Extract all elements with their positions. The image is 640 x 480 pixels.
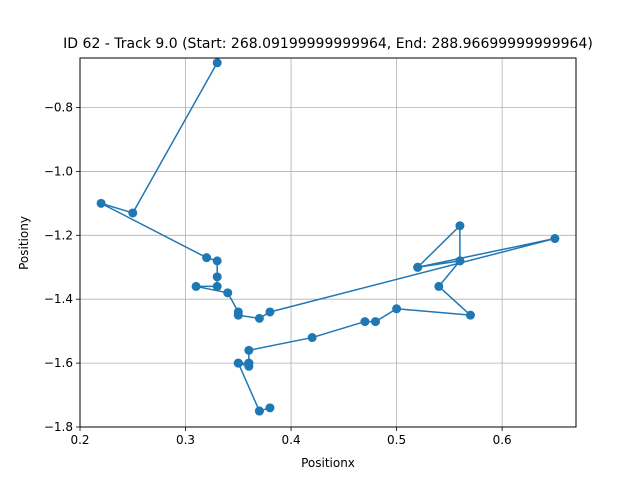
data-point [233, 358, 243, 368]
data-point [128, 208, 138, 218]
data-point [265, 307, 275, 317]
data-point [212, 256, 222, 266]
data-point [212, 272, 222, 282]
data-point [254, 313, 264, 323]
y-tick-label: −1.0 [44, 164, 73, 178]
data-point [465, 310, 475, 320]
x-tick-label: 0.2 [70, 433, 89, 447]
x-tick-label: 0.4 [282, 433, 301, 447]
y-tick-label: −0.8 [44, 101, 73, 115]
data-point [212, 281, 222, 291]
y-axis-label: Positiony [17, 216, 31, 270]
y-tick-label: −1.2 [44, 228, 73, 242]
series-group [96, 58, 560, 416]
data-point [392, 304, 402, 314]
grid-lines [79, 58, 576, 428]
data-point [96, 198, 106, 208]
data-point [202, 253, 212, 263]
data-point [550, 234, 560, 244]
data-point [254, 406, 264, 416]
data-point [455, 221, 465, 231]
chart-title: ID 62 - Track 9.0 (Start: 268.0919999999… [63, 36, 593, 52]
series-line [100, 62, 556, 412]
x-tick-label: 0.3 [176, 433, 195, 447]
data-point [455, 256, 465, 266]
x-tick-label: 0.5 [387, 433, 406, 447]
x-axis-ticks: 0.2 0.3 0.4 0.5 0.6 [70, 427, 512, 447]
plot-frame [79, 57, 577, 428]
data-point [265, 403, 275, 413]
data-point [307, 333, 317, 343]
y-tick-label: −1.6 [44, 356, 73, 370]
x-tick-label: 0.6 [493, 433, 512, 447]
y-axis-ticks: −1.8 −1.6 −1.4 −1.2 −1.0 −0.8 [44, 101, 80, 434]
data-point [413, 262, 423, 272]
data-point [223, 288, 233, 298]
data-point [212, 58, 222, 68]
y-tick-label: −1.4 [44, 292, 73, 306]
y-tick-label: −1.8 [44, 420, 73, 434]
data-point [191, 281, 201, 291]
data-point [360, 317, 370, 327]
data-point [434, 281, 444, 291]
data-point [244, 358, 254, 368]
data-point [244, 345, 254, 355]
x-axis-label: Positionx [301, 456, 355, 470]
data-point [233, 310, 243, 320]
data-point [370, 317, 380, 327]
